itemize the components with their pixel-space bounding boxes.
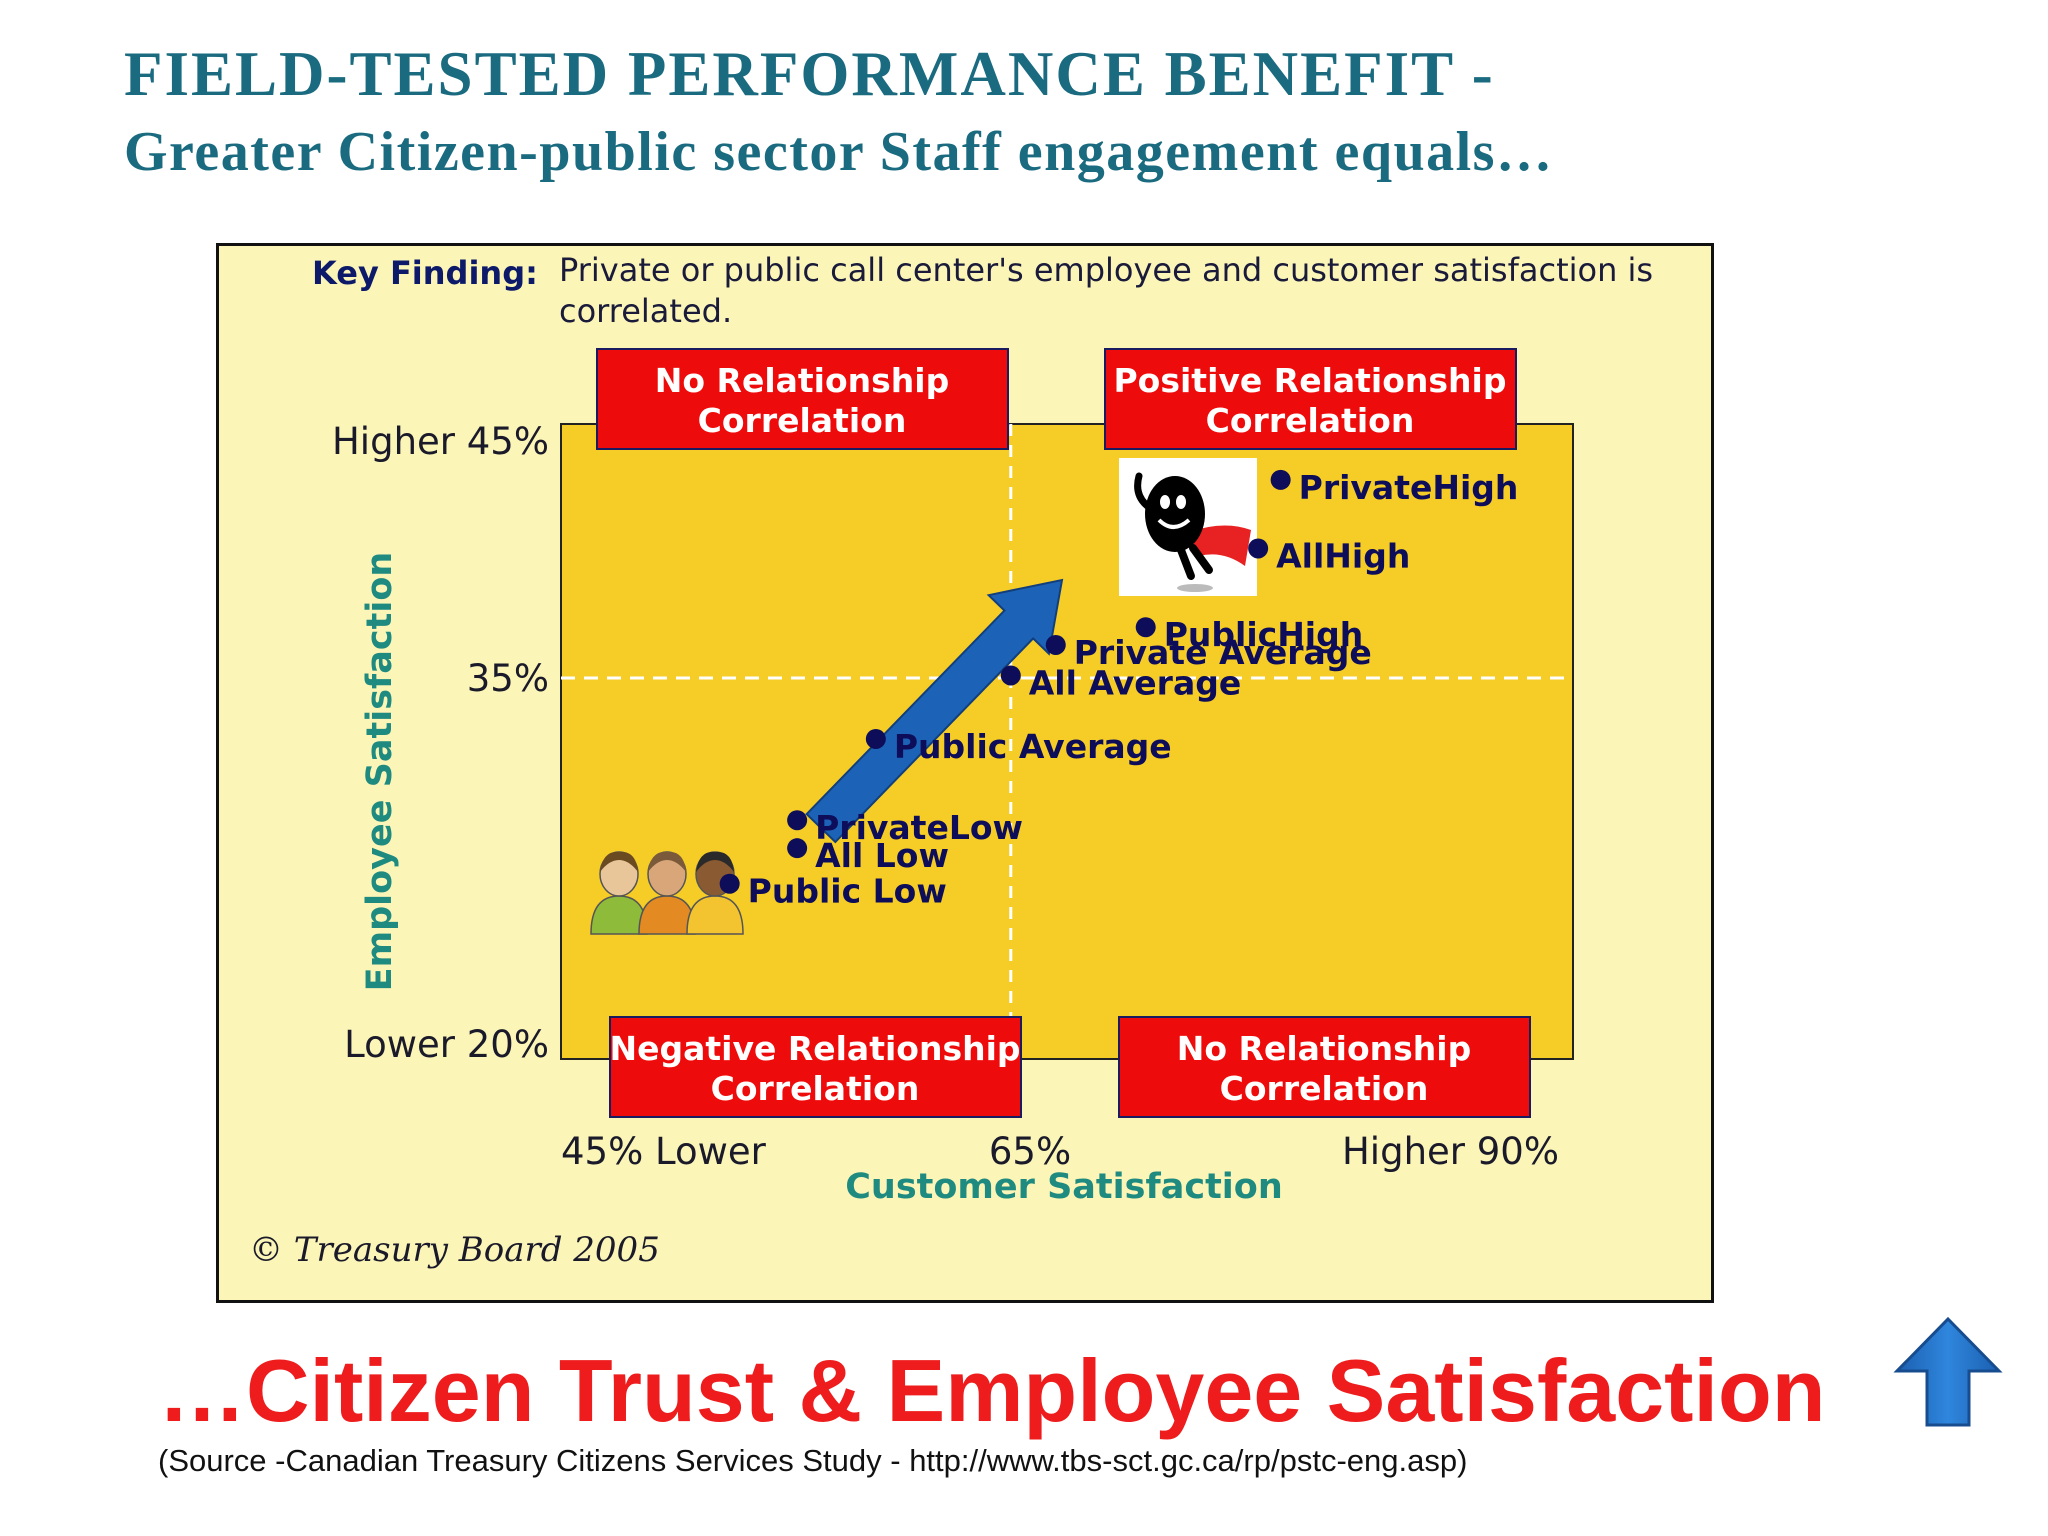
x-tick-label: 45% Lower xyxy=(561,1130,767,1173)
diagonal-arrow-icon xyxy=(805,578,1064,844)
y-tick-label: Higher 45% xyxy=(332,420,549,463)
data-point-label: PublicHigh xyxy=(1164,615,1364,654)
quadrant-label-text: No Relationship xyxy=(655,361,949,400)
data-point xyxy=(865,728,886,749)
x-tick-label: 65% xyxy=(989,1130,1071,1173)
quadrant-label-text: Correlation xyxy=(711,1069,920,1108)
quadrant-label-box xyxy=(609,1016,1022,1118)
key-finding-text: Private or public call center's employee… xyxy=(559,251,1653,289)
x-axis-title: Customer Satisfaction xyxy=(845,1167,1283,1207)
icon-legs xyxy=(1177,544,1213,580)
data-point-label: PrivateHigh xyxy=(1299,468,1519,507)
icon-eye-left xyxy=(1160,495,1170,509)
plot-area xyxy=(560,423,1574,1060)
icon-shadow xyxy=(1177,584,1213,592)
quadrant-label-text: Positive Relationship xyxy=(1114,361,1507,400)
x-tick-label: Higher 90% xyxy=(1342,1130,1559,1173)
conclusion-text: …Citizen Trust & Employee Satisfaction xyxy=(158,1341,1826,1440)
data-point-label: AllHigh xyxy=(1276,536,1410,575)
data-point xyxy=(1000,665,1021,686)
data-point xyxy=(1135,617,1156,638)
up-arrow-icon xyxy=(1893,1316,2003,1427)
icon-head xyxy=(1145,476,1205,552)
data-point-label: All Low xyxy=(815,836,949,875)
y-tick-label: 35% xyxy=(467,657,549,700)
copyright-text: © Treasury Board 2005 xyxy=(249,1230,660,1270)
quadrant-label-box xyxy=(1118,1016,1531,1118)
data-point xyxy=(719,873,740,894)
quadrant-label-text: Correlation xyxy=(1220,1069,1429,1108)
source-citation: (Source -Canadian Treasury Citizens Serv… xyxy=(158,1443,1468,1478)
data-point xyxy=(1045,634,1066,655)
quadrant-label-text: No Relationship xyxy=(1177,1029,1471,1068)
y-axis-title: Employee Satisfaction xyxy=(360,552,400,992)
data-point-label: Public Average xyxy=(894,727,1172,766)
quadrant-label-text: Correlation xyxy=(698,401,907,440)
quadrant-label-box xyxy=(1104,348,1517,450)
data-point-label: PrivateLow xyxy=(815,808,1023,847)
icon-eye-right xyxy=(1176,495,1186,509)
key-finding-text: correlated. xyxy=(559,292,732,330)
arrow-shape xyxy=(805,578,1064,844)
person-hair xyxy=(648,851,686,872)
page-title: FIELD-TESTED PERFORMANCE BENEFIT - xyxy=(124,39,1495,109)
person-hair xyxy=(696,851,734,872)
data-point xyxy=(1248,538,1269,559)
data-point xyxy=(787,838,808,859)
quadrant-label-text: Negative Relationship xyxy=(609,1029,1020,1068)
data-point xyxy=(1270,469,1291,490)
data-point-label: Private Average xyxy=(1074,633,1372,672)
key-finding-label: Key Finding: xyxy=(312,254,538,292)
quadrant-label-box xyxy=(596,348,1009,450)
person-hair xyxy=(600,851,638,872)
y-tick-label: Lower 20% xyxy=(344,1023,549,1066)
quadrant-label-text: Correlation xyxy=(1206,401,1415,440)
three-people-icon xyxy=(590,851,744,935)
data-point-label: Public Low xyxy=(748,872,947,911)
smiley-superhero-icon xyxy=(1119,458,1257,596)
page-subtitle: Greater Citizen-public sector Staff enga… xyxy=(124,121,1554,183)
icon-cape xyxy=(1189,525,1251,566)
chart-panel: Key Finding: Private or public call cente… xyxy=(216,243,1714,1303)
scatter-chart: Key Finding: Private or public call cente… xyxy=(249,251,1653,1270)
icon-mouth xyxy=(1157,518,1191,529)
data-point-label: All Average xyxy=(1029,663,1241,702)
data-point xyxy=(787,810,808,831)
